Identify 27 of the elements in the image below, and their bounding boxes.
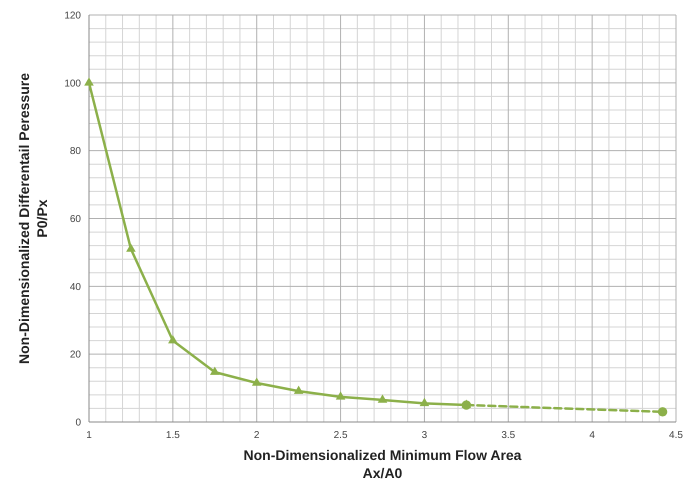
point — [168, 335, 178, 344]
y-tick-label: 80 — [70, 146, 82, 158]
x-tick-label: 1 — [86, 430, 92, 441]
point — [378, 394, 388, 403]
point — [658, 407, 668, 417]
x-tick-label: 2 — [254, 430, 260, 441]
point — [126, 243, 136, 252]
x-tick-label: 1.5 — [166, 430, 180, 441]
point — [294, 386, 304, 394]
point — [252, 377, 262, 386]
point — [84, 77, 94, 86]
point — [420, 398, 430, 406]
y-tick-label: 120 — [64, 10, 82, 22]
point — [210, 366, 220, 375]
x-axis-title: Non-Dimensionalized Minimum Flow Area Ax/A0 — [244, 447, 522, 481]
x-tick-label: 3.5 — [501, 430, 516, 441]
y-tick-label: 60 — [70, 214, 82, 225]
x-tick-label: 2.5 — [334, 430, 348, 441]
y-tick-label: 40 — [70, 282, 82, 293]
point — [336, 391, 346, 400]
x-tick-label: 4.5 — [669, 430, 684, 441]
y-axis-title: Non-Dimensionalized Differentail Peressure P0/Px — [16, 72, 50, 364]
x-tick-label: 4 — [589, 430, 596, 441]
y-tick-label: 0 — [75, 418, 82, 428]
y-tick-label: 20 — [70, 350, 82, 361]
x-tick-label: 3 — [422, 430, 428, 441]
y-tick-label: 100 — [64, 78, 82, 90]
